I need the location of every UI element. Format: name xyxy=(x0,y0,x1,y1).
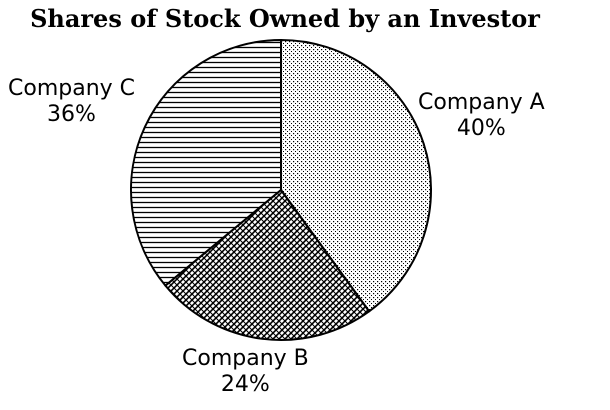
slice-label-company-b: Company B 24% xyxy=(182,346,309,398)
slice-name-company-a: Company A xyxy=(418,90,545,115)
slice-value-company-c: 36% xyxy=(47,102,96,127)
slice-value-company-a: 40% xyxy=(456,116,506,141)
slice-name-company-c: Company C xyxy=(8,76,136,101)
chart-title: Shares of Stock Owned by an Investor xyxy=(30,4,540,33)
pie-slice-company-b xyxy=(164,189,371,341)
pie-slices xyxy=(130,39,432,341)
pie-slice-company-a xyxy=(280,39,432,313)
slice-label-company-c: Company C 36% xyxy=(8,76,135,128)
pie-slice-company-c xyxy=(130,39,282,287)
slice-label-company-a: Company A 40% xyxy=(418,90,545,142)
slice-value-company-b: 24% xyxy=(220,372,270,397)
slice-name-company-b: Company B xyxy=(182,346,309,371)
